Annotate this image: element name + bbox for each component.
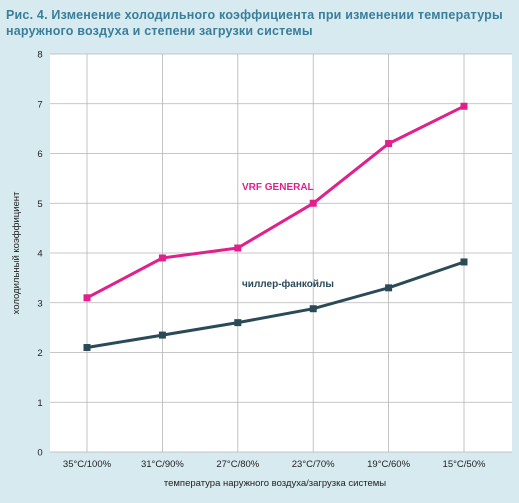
figure-title-line-2: наружного воздуха и степени загрузки сис… [6,24,313,38]
data-point [234,319,242,327]
data-point [83,344,91,352]
data-point [309,199,317,207]
data-point [234,244,242,252]
x-tick-label: 15°C/50% [443,459,486,470]
x-tick-label: 23°C/70% [292,459,335,470]
y-axis-ticks: 0 1 2 3 4 5 6 7 8 [37,50,42,459]
series-line-1 [86,104,465,300]
series-points [83,102,468,352]
data-point [158,254,166,262]
series-line-2 [86,260,465,349]
series-labels: VRF GENERAL чиллер-фанкойлы [242,182,334,290]
data-point [385,140,393,148]
x-tick-label: 31°C/90% [141,459,184,470]
y-tick-label: 2 [37,348,42,359]
y-tick-label: 4 [37,249,42,260]
y-tick-label: 5 [37,199,42,210]
grid [50,53,512,453]
series-label-1: VRF GENERAL [242,182,314,193]
data-point [385,284,393,292]
y-tick-label: 0 [37,448,42,459]
figure-title: Рис. 4. Изменение холодильного коэффицие… [6,7,511,39]
y-tick-label: 8 [37,50,42,61]
x-tick-label: 35°C/100% [63,459,112,470]
y-tick-label: 1 [37,398,42,409]
y-tick-label: 6 [37,149,42,160]
y-axis-title: холодильный коэффициент [11,191,22,314]
data-point [309,305,317,313]
x-axis-title: температура наружного воздуха/загрузка с… [164,478,386,489]
data-point [460,258,468,266]
series-label-2: чиллер-фанкойлы [242,278,334,290]
figure-title-line-1: Рис. 4. Изменение холодильного коэффицие… [6,8,503,22]
x-tick-label: 19°C/60% [367,459,410,470]
data-point [158,331,166,339]
y-tick-label: 3 [37,298,42,309]
y-tick-label: 7 [37,99,42,110]
data-point [460,102,468,110]
series-lines [86,104,465,349]
data-point [83,294,91,302]
x-axis-ticks: 35°C/100% 31°C/90% 27°C/80% 23°C/70% 19°C/60… [63,459,486,470]
x-tick-label: 27°C/80% [216,459,259,470]
